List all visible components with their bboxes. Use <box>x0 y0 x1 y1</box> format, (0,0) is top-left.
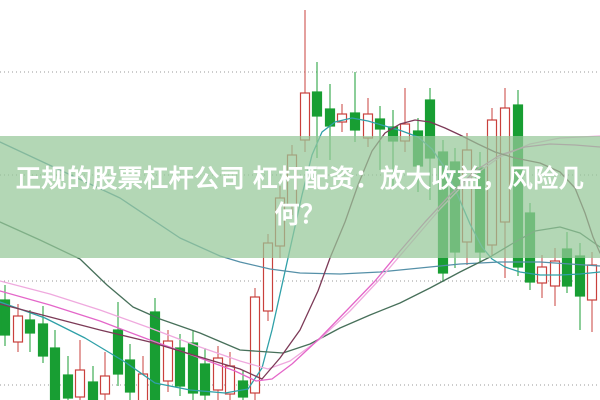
candle-down <box>49 330 61 400</box>
candle-down <box>149 298 161 400</box>
candle-up <box>299 10 311 152</box>
headline-banner: 正规的股票杠杆公司 杠杆配资：放大收益，风险几 何？ <box>0 136 600 258</box>
candle-up <box>12 304 24 352</box>
candle-down <box>24 310 36 352</box>
ma-line-teal-fast <box>0 117 600 394</box>
candle-up <box>336 104 348 132</box>
candle-down <box>174 334 186 396</box>
candle-down <box>199 348 211 400</box>
candle-down <box>187 330 199 400</box>
candle-down <box>112 302 124 386</box>
candle-down <box>62 356 74 400</box>
candle-up <box>99 352 111 400</box>
candle-down <box>87 366 99 400</box>
candle-down <box>124 344 136 400</box>
candle-down <box>0 285 11 346</box>
headline-line-2: 何？ <box>274 201 326 229</box>
candle-up <box>249 288 261 400</box>
headline-line-1: 正规的股票杠杆公司 杠杆配资：放大收益，风险几 <box>15 165 585 193</box>
candle-up <box>586 252 598 332</box>
candle-up <box>74 340 86 400</box>
candle-down <box>349 72 361 142</box>
candle-up <box>137 356 149 400</box>
candle-up <box>162 330 174 392</box>
